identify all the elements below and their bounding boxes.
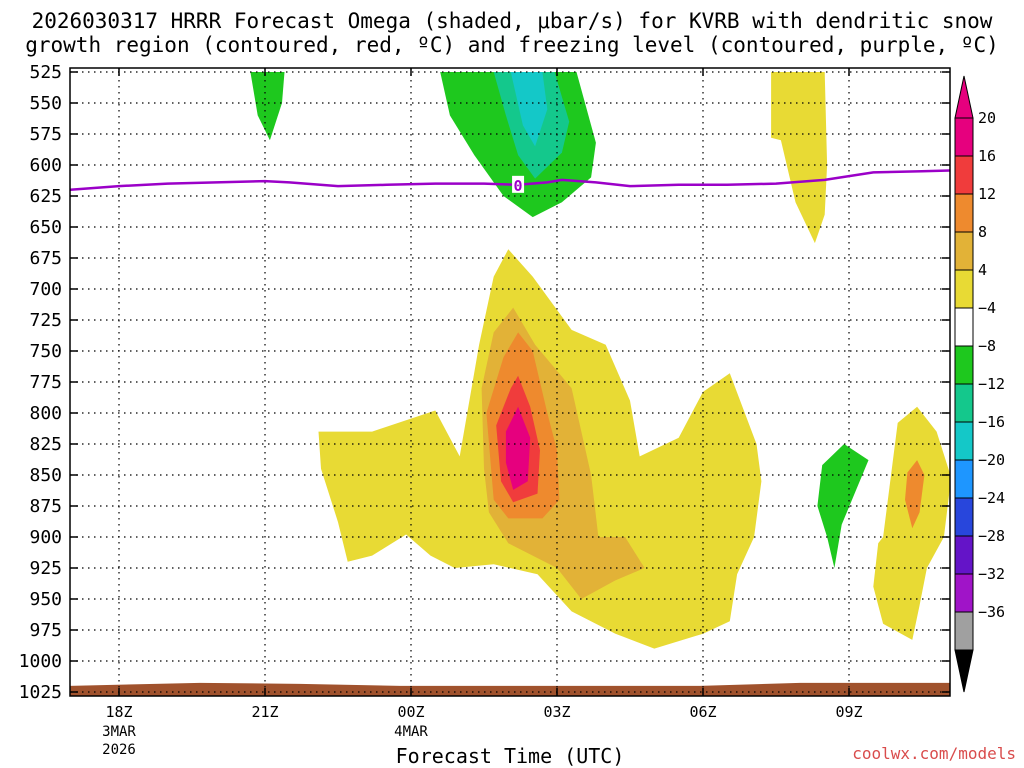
- x-tick-label: 06Z: [689, 703, 716, 721]
- x-date-label: 3MAR: [102, 724, 136, 740]
- y-tick-label: 725: [29, 310, 62, 331]
- colorbar-label: −20: [978, 451, 1005, 469]
- colorbar-label: −8: [978, 337, 996, 355]
- colorbar-label: 12: [978, 185, 996, 203]
- y-tick-label: 625: [29, 186, 62, 207]
- colorbar-bin: [954, 421, 974, 461]
- colorbar-bin: [954, 573, 974, 613]
- y-tick-label: 550: [29, 93, 62, 114]
- y-tick-label: 600: [29, 155, 62, 176]
- colorbar-label: −32: [978, 565, 1005, 583]
- y-tick-label: 750: [29, 341, 62, 362]
- y-tick-label: 925: [29, 558, 62, 579]
- omega-region-sinking-lower-20ub: [505, 406, 531, 490]
- colorbar-label: 4: [978, 261, 987, 279]
- y-tick-label: 1000: [19, 651, 62, 672]
- x-tick-label: 09Z: [835, 703, 862, 721]
- x-tick-label: 18Z: [105, 703, 132, 721]
- colorbar-label: −12: [978, 375, 1005, 393]
- colorbar-bin: [954, 269, 974, 309]
- x-year-label: 2026: [102, 742, 136, 758]
- y-tick-label: 950: [29, 589, 62, 610]
- omega-region-upward-core-02Z-center: [510, 72, 548, 147]
- colorbar-bottom-arrow: [954, 649, 974, 693]
- y-tick-label: 825: [29, 434, 62, 455]
- colorbar-label: −4: [978, 299, 996, 317]
- colorbar-bin: [954, 535, 974, 575]
- colorbar-bin: [954, 155, 974, 195]
- y-tick-label: 650: [29, 217, 62, 238]
- freezing-level-line: [70, 169, 950, 192]
- colorbar-bin: [954, 231, 974, 271]
- y-tick-label: 850: [29, 465, 62, 486]
- colorbar-label: −24: [978, 489, 1005, 507]
- colorbar-label: −28: [978, 527, 1005, 545]
- y-tick-label: 875: [29, 496, 62, 517]
- x-axis-title: Forecast Time (UTC): [395, 744, 625, 768]
- x-tick-label: 00Z: [397, 703, 424, 721]
- colorbar-bin: [954, 383, 974, 423]
- y-tick-label: 700: [29, 279, 62, 300]
- title-line-1: 2026030317 HRRR Forecast Omega (shaded, …: [31, 9, 993, 33]
- colorbar-bin: [954, 459, 974, 499]
- colorbar-bin: [954, 345, 974, 385]
- colorbar-label: 16: [978, 147, 996, 165]
- colorbar-bin: [954, 307, 974, 347]
- colorbar-label: 8: [978, 223, 987, 241]
- title-line-2: growth region (contoured, red, ºC) and f…: [25, 33, 999, 57]
- colorbar-label: −36: [978, 603, 1005, 621]
- y-tick-label: 775: [29, 372, 62, 393]
- colorbar-label: 20: [978, 109, 996, 127]
- omega-region-upward-21Z: [250, 72, 285, 141]
- y-tick-label: 975: [29, 620, 62, 641]
- y-tick-label: 1025: [19, 682, 62, 703]
- freezing-level-label: 0: [514, 177, 523, 195]
- omega-region-sinking-upper-06Z: [771, 72, 828, 244]
- colorbar-bin: [954, 117, 974, 157]
- colorbar-label: −16: [978, 413, 1005, 431]
- omega-region-upward-lower-08Z: [817, 444, 869, 568]
- freezing-level-label-bg: [512, 175, 525, 193]
- terrain-strip: [70, 682, 950, 696]
- credit-link[interactable]: coolwx.com/models: [852, 744, 1016, 763]
- colorbar-bin: [954, 611, 974, 651]
- x-tick-label: 03Z: [543, 703, 570, 721]
- colorbar-bin: [954, 497, 974, 537]
- x-tick-label: 21Z: [251, 703, 278, 721]
- y-tick-label: 575: [29, 124, 62, 145]
- y-tick-label: 800: [29, 403, 62, 424]
- y-tick-label: 525: [29, 62, 62, 83]
- omega-region-sinking-small-10Z: [905, 460, 925, 529]
- colorbar-top-arrow: [954, 75, 974, 119]
- x-date-label: 4MAR: [394, 724, 428, 740]
- y-tick-label: 900: [29, 527, 62, 548]
- colorbar-bin: [954, 193, 974, 233]
- y-tick-label: 675: [29, 248, 62, 269]
